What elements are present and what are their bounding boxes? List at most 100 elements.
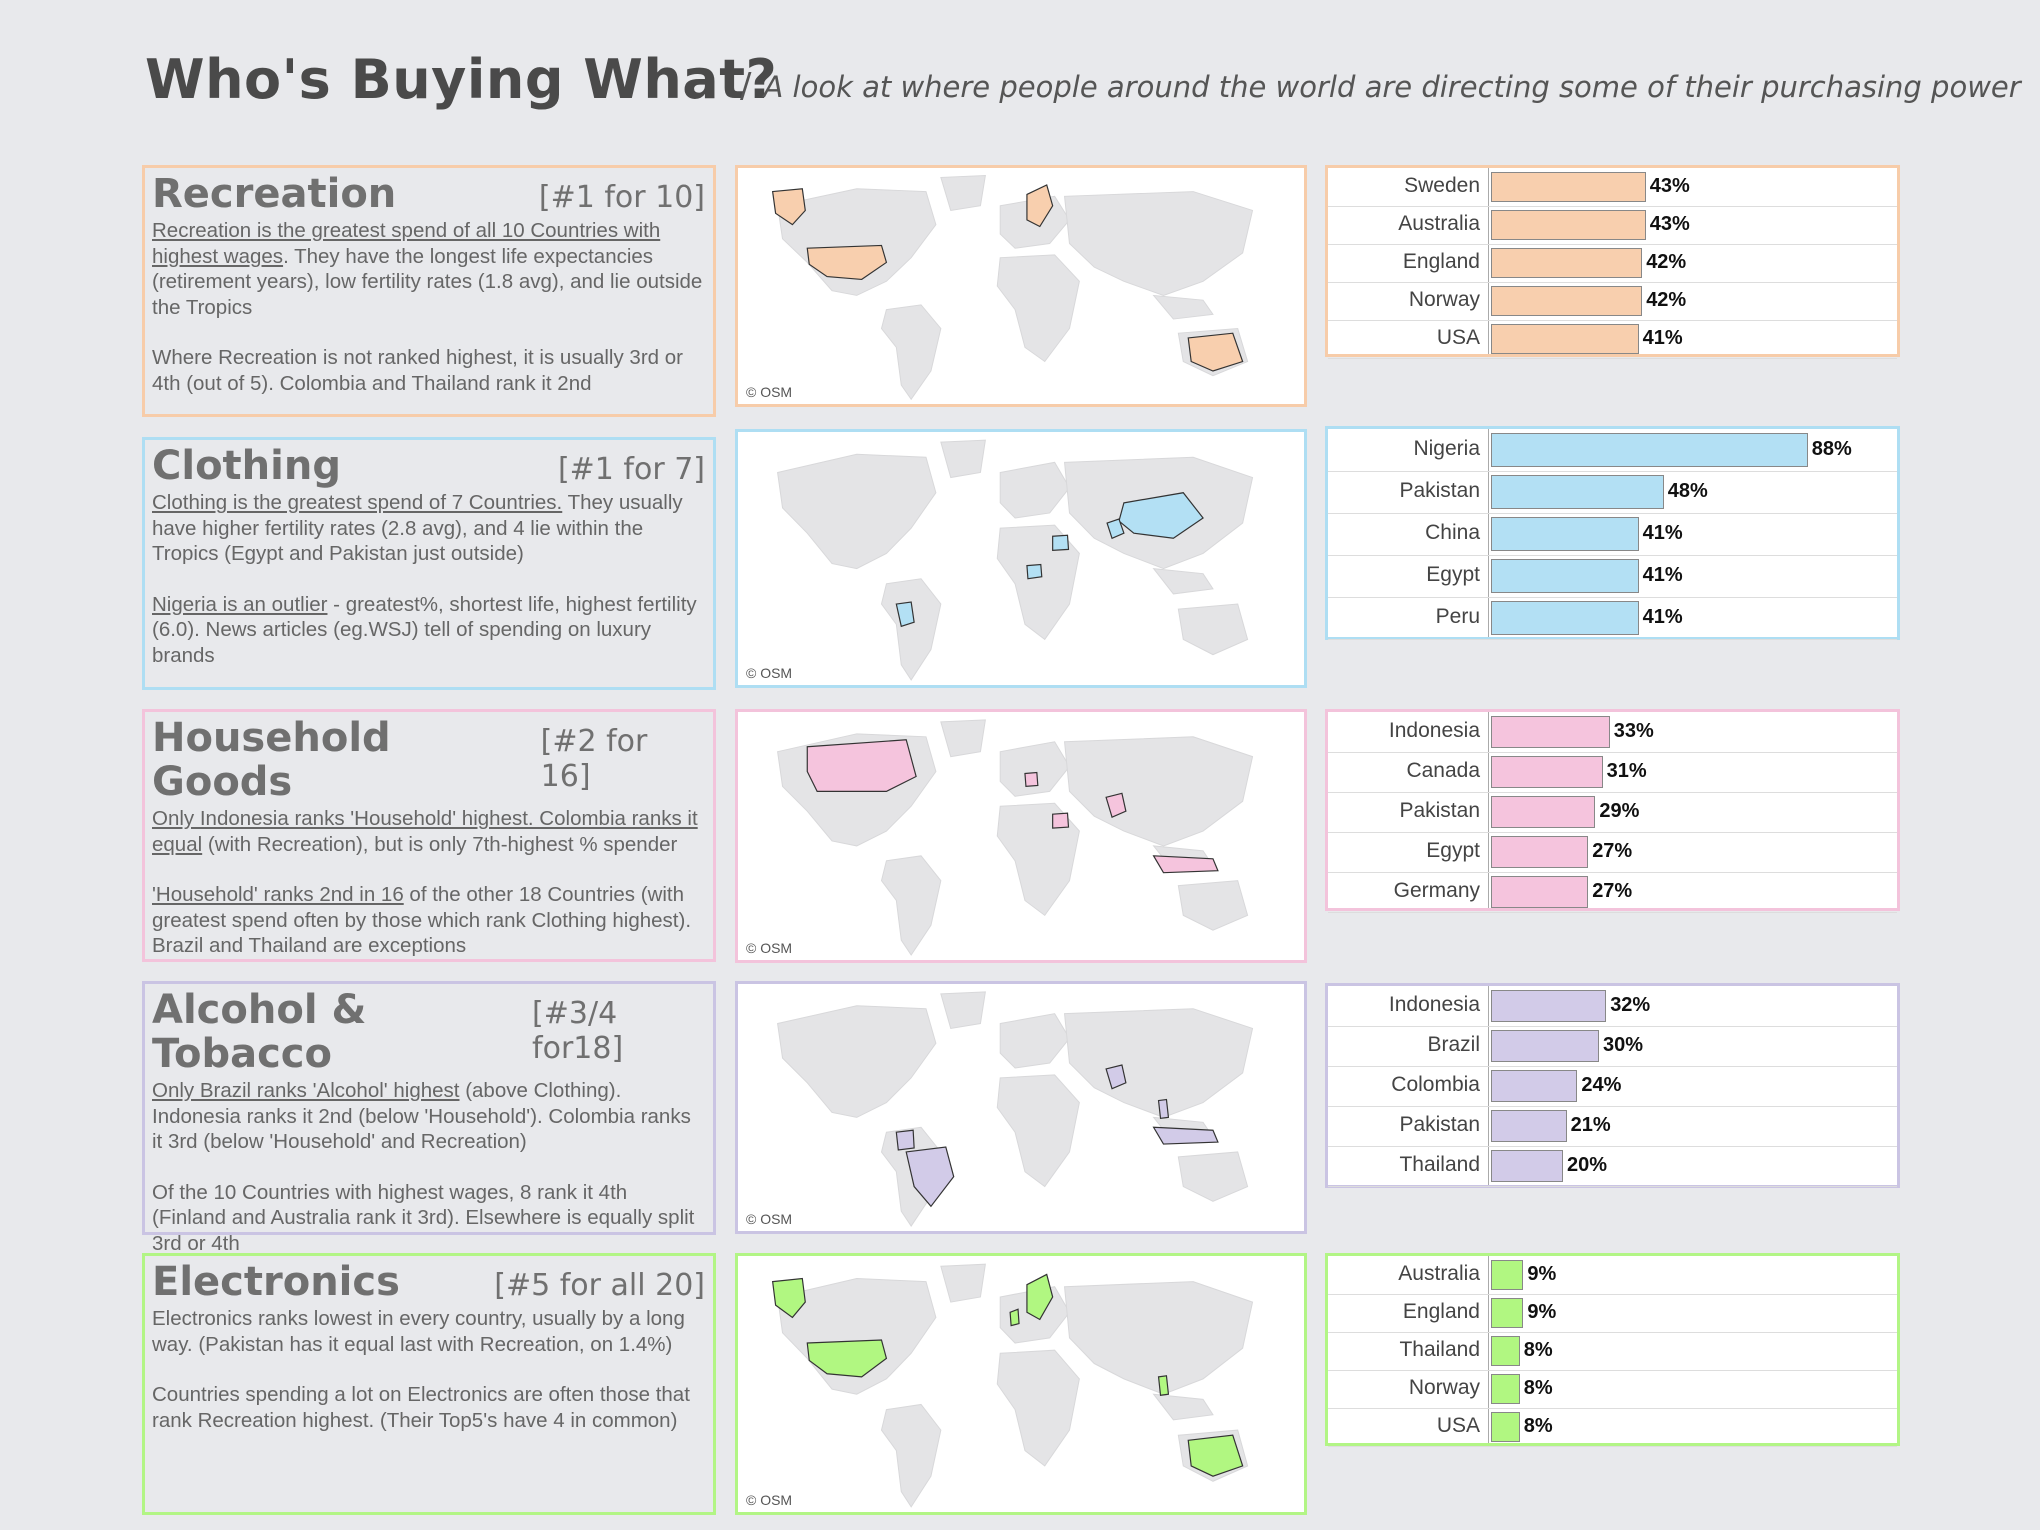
bar[interactable] [1491,756,1603,788]
bar[interactable] [1491,248,1643,278]
bar[interactable] [1491,172,1646,202]
category-description: Clothing is the greatest spend of 7 Coun… [152,490,705,668]
highlighted-country-alaska[interactable] [771,1277,806,1319]
highlighted-country-indonesia[interactable] [1152,1126,1219,1145]
bar[interactable] [1491,836,1589,868]
bar-value-label: 30% [1603,1034,1644,1056]
bar-label: Nigeria [1413,437,1480,460]
bar-row: Colombia 24% [1328,1066,1897,1107]
description-highlight: Nigeria is an outlier [152,592,328,616]
bar-value-label: 41% [1642,522,1683,544]
highlighted-country-egypt[interactable] [1052,812,1070,829]
bar[interactable] [1491,1150,1563,1182]
highlighted-country-us[interactable] [806,1339,888,1378]
category-rank: [#1 for 10] [538,180,705,215]
bar[interactable] [1491,990,1607,1022]
category-rank: [#3/4 for18] [532,996,624,1066]
bar-label: Sweden [1404,174,1480,197]
section-text-panel: Electronics [#5 for all 20] Electronics ra… [142,1253,716,1515]
land-africa [996,254,1080,363]
category-title: Recreation [152,171,397,217]
highlighted-country-pakistan[interactable] [1105,792,1127,818]
bar[interactable] [1491,210,1646,240]
world-map-panel[interactable]: © OSM [735,1253,1307,1515]
world-map-panel[interactable]: © OSM [735,981,1307,1234]
category-title: Household Goods [152,715,391,805]
section-header: Electronics [#5 for all 20] [152,1260,705,1304]
bar-value-label: 48% [1667,480,1708,502]
highlighted-country-egypt[interactable] [1052,534,1070,552]
highlighted-country-colombia[interactable] [895,1129,915,1151]
world-map-panel[interactable]: © OSM [735,165,1307,407]
land-greenland [940,719,986,758]
bar-label: Norway [1408,288,1480,311]
bar[interactable] [1491,1336,1520,1366]
description-text: . They have the longest life expectancie… [152,244,703,319]
bar[interactable] [1491,433,1808,467]
highlighted-country-germany[interactable] [1024,771,1039,788]
highlighted-country-pakistan[interactable] [1105,1064,1127,1090]
highlighted-country-australia[interactable] [1187,1434,1244,1477]
bar[interactable] [1491,324,1639,354]
highlighted-country-alaska[interactable] [771,188,806,226]
bar[interactable] [1491,1030,1599,1062]
bar[interactable] [1491,286,1643,316]
highlighted-country-uk[interactable] [1009,1308,1020,1327]
bar-value-label: 8% [1523,1415,1553,1437]
world-map-panel[interactable]: © OSM [735,429,1307,688]
category-title: Electronics [152,1259,400,1305]
land-greenland [940,991,986,1030]
bar-row: Indonesia 32% [1328,986,1897,1027]
bar-label: England [1402,1300,1480,1323]
bar[interactable] [1491,1070,1578,1102]
highlighted-country-peru[interactable] [895,601,915,628]
bar[interactable] [1491,1374,1520,1404]
highlighted-country-australia[interactable] [1187,332,1244,372]
bar-label: USA [1436,1414,1480,1437]
land-seasia [1152,294,1214,320]
bar[interactable] [1491,475,1664,509]
highlighted-country-thailand[interactable] [1157,1375,1170,1396]
description-paragraph: Recreation is the greatest spend of all … [152,218,705,320]
land-europe [999,741,1071,797]
bar[interactable] [1491,716,1610,748]
description-highlight: Only Brazil ranks 'Alcohol' highest [152,1079,460,1102]
bar[interactable] [1491,1260,1524,1290]
bar-value-label: 41% [1642,564,1683,586]
bar[interactable] [1491,1298,1524,1328]
bar[interactable] [1491,796,1596,828]
highlighted-country-pakistanS[interactable] [1106,518,1125,540]
land-samerica [880,1403,942,1508]
bar-chart-panel: Indonesia 32% Brazil 30% Colombia 24% Pakistan… [1325,983,1900,1188]
highlighted-country-us[interactable] [806,244,888,280]
bar-label: Thailand [1399,1338,1480,1361]
highlighted-country-brazil[interactable] [905,1146,955,1208]
bar-label: USA [1436,326,1480,349]
highlighted-country-scand[interactable] [1026,1273,1054,1321]
bar-row: Germany 27% [1328,872,1897,913]
bar[interactable] [1491,601,1639,635]
highlighted-country-thailand[interactable] [1157,1098,1170,1120]
land-greenland [940,175,986,212]
land-namerica [777,1005,937,1118]
highlighted-country-indonesia[interactable] [1152,855,1219,874]
bar-row: Peru 41% [1328,597,1897,640]
highlighted-country-nigeria[interactable] [1026,563,1043,580]
bar[interactable] [1491,1412,1520,1442]
highlighted-country-scand[interactable] [1026,184,1054,228]
highlighted-country-canada[interactable] [806,739,917,792]
section-header: Household Goods [#2 for 16] [152,716,705,804]
bar-row: England 9% [1328,1294,1897,1333]
bar[interactable] [1491,1110,1567,1142]
osm-attribution: © OSM [746,940,793,956]
bar[interactable] [1491,876,1589,908]
bar-chart-panel: Nigeria 88% Pakistan 48% China 41% Egypt 41% Per… [1325,426,1900,640]
world-map-panel[interactable]: © OSM [735,709,1307,963]
bar-value-label: 21% [1570,1114,1611,1136]
land-namerica [777,453,937,570]
bar[interactable] [1491,517,1639,551]
bar[interactable] [1491,559,1639,593]
bar-row: Brazil 30% [1328,1026,1897,1067]
world-map [771,1263,1254,1508]
land-samerica [880,578,942,681]
